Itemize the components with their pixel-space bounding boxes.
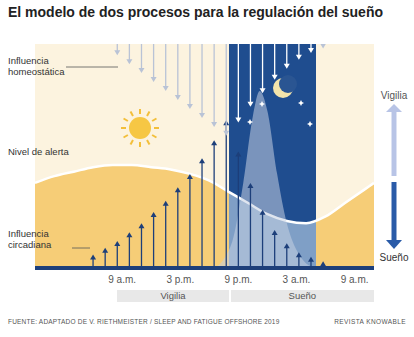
html-text:Vigilia: Vigilia [160,290,186,301]
html-text:FUENTE: ADAPTADO DE V. RIETHME: FUENTE: ADAPTADO DE V. RIETHMEISTER / SL… [8,318,280,325]
svg-text:3 p.m.: 3 p.m. [166,274,194,285]
html-text:Sueño: Sueño [379,252,409,263]
svg-text:9 a.m.: 9 a.m. [108,274,136,285]
html-text:El modelo de dos procesos para: El modelo de dos procesos para la regula… [8,4,383,20]
html-text:Influencia circadiana: Influencia circadiana [8,228,52,250]
html-text:Influencia homeostática: Influencia homeostática [8,55,65,77]
svg-text:3 a.m.: 3 a.m. [283,274,311,285]
html-text:Sueño: Sueño [288,290,316,301]
html-text:Nivel de alerta: Nivel de alerta [8,146,69,157]
html-text:REVISTA KNOWABLE: REVISTA KNOWABLE [334,318,406,325]
html-text:Vigilia: Vigilia [380,90,408,101]
svg-text:9 a.m.: 9 a.m. [341,274,369,285]
svg-text:9 p.m.: 9 p.m. [225,274,253,285]
